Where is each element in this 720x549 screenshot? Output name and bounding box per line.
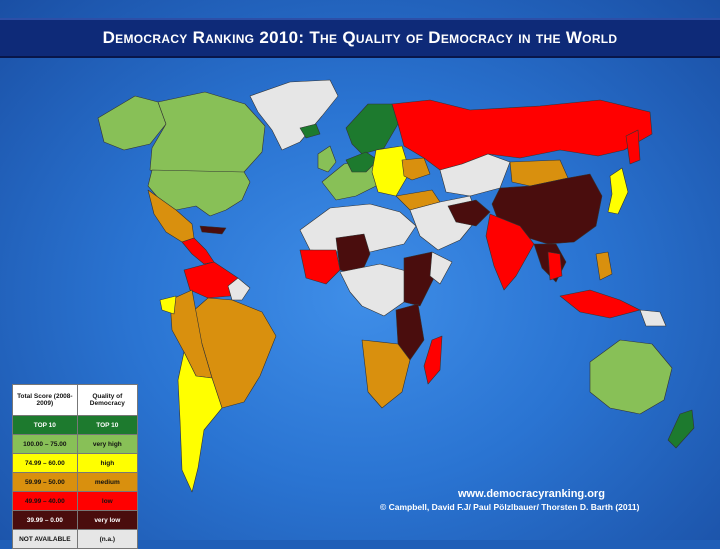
title-bar: Democracy Ranking 2010: The Quality of D…: [0, 18, 720, 58]
region-uk[interactable]: [317, 145, 337, 173]
region-central-europe[interactable]: [345, 151, 379, 173]
legend-score: TOP 10: [12, 415, 78, 435]
region-thailand[interactable]: [547, 251, 563, 281]
region-cuba[interactable]: [199, 225, 227, 235]
legend-label: TOP 10: [76, 415, 139, 435]
region-ecuador[interactable]: [159, 295, 177, 315]
author-credit: © Campbell, David F.J/ Paul Pölzlbauer/ …: [380, 502, 640, 512]
legend-row-very-high: 100.00 – 75.00 very high: [12, 434, 139, 454]
region-canada[interactable]: [149, 91, 266, 179]
legend-row-low: 49.99 – 40.00 low: [12, 491, 139, 511]
legend-row-very-low: 39.99 – 0.00 very low: [12, 510, 139, 530]
legend-header-quality: Quality of Democracy: [76, 384, 139, 416]
region-southeast-africa[interactable]: [395, 303, 425, 361]
region-indonesia[interactable]: [559, 289, 641, 319]
region-west-africa[interactable]: [299, 249, 341, 285]
region-horn-africa[interactable]: [429, 251, 453, 285]
region-iran[interactable]: [447, 199, 491, 227]
region-venezuela[interactable]: [183, 261, 239, 299]
legend-score: NOT AVAILABLE: [12, 529, 78, 549]
region-southern-africa[interactable]: [361, 339, 411, 409]
legend-row-medium: 59.99 – 50.00 medium: [12, 472, 139, 492]
legend-label: (n.a.): [76, 529, 139, 549]
region-kamchatka[interactable]: [625, 129, 641, 165]
region-usa[interactable]: [147, 169, 251, 217]
legend-score: 74.99 – 60.00: [12, 453, 78, 473]
legend-label: very high: [76, 434, 139, 454]
legend-row-not-available: NOT AVAILABLE (n.a.): [12, 529, 139, 549]
legend-score: 59.99 – 50.00: [12, 472, 78, 492]
region-guianas[interactable]: [227, 277, 251, 301]
region-central-america[interactable]: [181, 237, 215, 265]
legend-label: very low: [76, 510, 139, 530]
website-link[interactable]: www.democracyranking.org: [458, 488, 605, 500]
region-alaska[interactable]: [97, 95, 167, 151]
region-sahel[interactable]: [335, 233, 371, 277]
region-ukraine[interactable]: [401, 157, 431, 181]
region-chile-argentina[interactable]: [177, 351, 223, 493]
region-australia[interactable]: [589, 339, 673, 415]
legend-label: low: [76, 491, 139, 511]
map-title: Democracy Ranking 2010: The Quality of D…: [102, 28, 618, 47]
region-russia[interactable]: [391, 99, 653, 171]
legend-header-row: Total Score (2008-2009) Quality of Democ…: [12, 384, 139, 416]
legend-table: Total Score (2008-2009) Quality of Democ…: [12, 384, 139, 549]
legend-score: 39.99 – 0.00: [12, 510, 78, 530]
legend-row-high: 74.99 – 60.00 high: [12, 453, 139, 473]
region-philippines[interactable]: [595, 251, 613, 281]
region-central-africa[interactable]: [339, 263, 411, 317]
region-madagascar[interactable]: [423, 335, 443, 385]
region-iceland[interactable]: [299, 123, 321, 139]
region-scandinavia[interactable]: [345, 103, 399, 155]
region-east-africa[interactable]: [403, 251, 437, 307]
legend-header-score: Total Score (2008-2009): [12, 384, 78, 416]
legend-row-top10: TOP 10 TOP 10: [12, 415, 139, 435]
region-papua[interactable]: [639, 309, 667, 327]
region-new-zealand[interactable]: [667, 409, 695, 449]
legend-score: 49.99 – 40.00: [12, 491, 78, 511]
legend-label: high: [76, 453, 139, 473]
legend-score: 100.00 – 75.00: [12, 434, 78, 454]
region-india[interactable]: [485, 213, 535, 291]
region-japan[interactable]: [607, 167, 629, 215]
credits: www.democracyranking.org © Campbell, Dav…: [380, 488, 680, 512]
legend-label: medium: [76, 472, 139, 492]
region-kazakhstan[interactable]: [439, 153, 511, 197]
